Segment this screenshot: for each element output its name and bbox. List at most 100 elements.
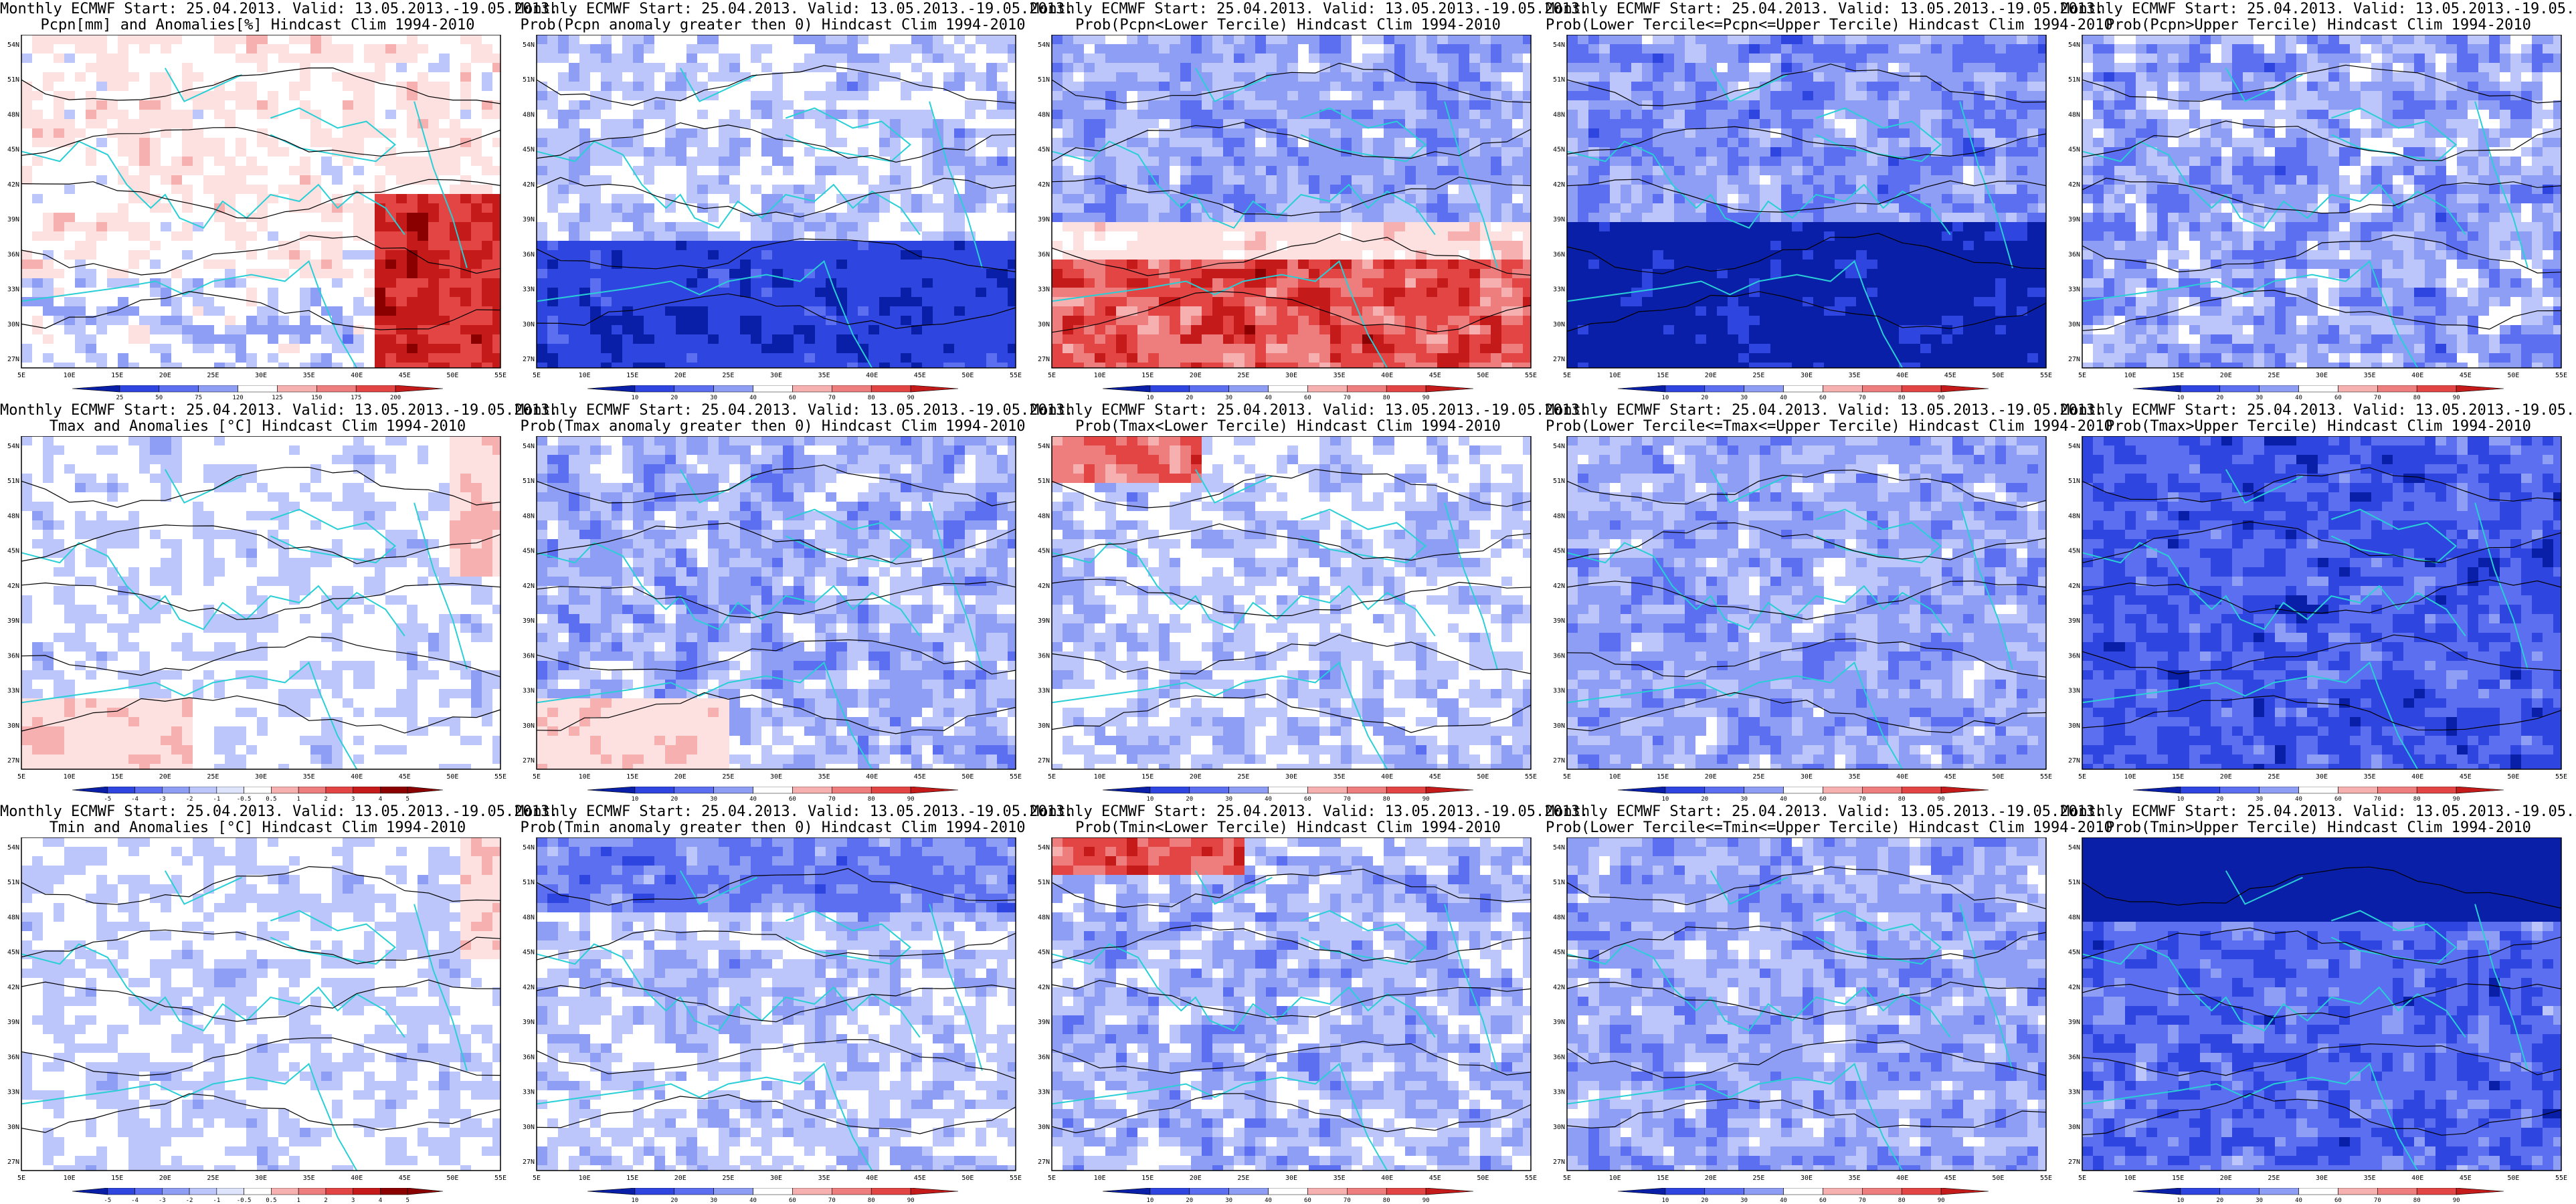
field-cell <box>300 157 310 166</box>
field-cell <box>182 91 193 100</box>
field-cell <box>1770 194 1781 203</box>
field-cell <box>482 54 492 63</box>
field-cell <box>64 297 75 306</box>
field-cell <box>1427 306 1437 316</box>
field-cell <box>1416 185 1427 194</box>
field-cell <box>428 316 439 325</box>
field-cell <box>1856 63 1867 72</box>
field-cell <box>1384 91 1394 100</box>
field-cell <box>1867 138 1877 147</box>
field-cell <box>1352 250 1362 260</box>
field-cell <box>740 316 751 325</box>
field-cell <box>1501 241 1512 250</box>
field-cell <box>847 166 858 175</box>
field-cell <box>1523 82 1531 91</box>
field-cell <box>2017 166 2027 175</box>
field-cell <box>1448 231 1459 241</box>
field-cell <box>225 325 236 334</box>
field-cell <box>118 128 128 138</box>
field-cell <box>1856 185 1867 194</box>
field-cell <box>450 185 460 194</box>
field-cell <box>719 316 729 325</box>
field-cell <box>1469 138 1480 147</box>
field-cell <box>622 82 633 91</box>
field-cell <box>1170 147 1180 157</box>
field-cell <box>1416 278 1427 288</box>
field-cell <box>879 203 890 213</box>
field-cell <box>428 260 439 269</box>
field-cell <box>321 250 332 260</box>
field-cell <box>1073 35 1084 44</box>
field-cell <box>1824 157 1835 166</box>
field-cell <box>1073 128 1084 138</box>
field-cell <box>1448 63 1459 72</box>
field-cell <box>1512 260 1523 269</box>
field-cell <box>75 260 86 269</box>
field-cell <box>1277 82 1287 91</box>
field-cell <box>569 138 579 147</box>
field-cell <box>203 325 214 334</box>
field-cell <box>1137 147 1148 157</box>
lon-tick-label: 5E <box>533 372 541 379</box>
coastline <box>1444 101 1498 268</box>
field-cell <box>590 194 601 203</box>
field-cell <box>676 363 686 368</box>
field-cell <box>719 297 729 306</box>
field-cell <box>922 110 933 119</box>
field-cell <box>708 35 719 44</box>
field-cell <box>558 260 569 269</box>
field-cell <box>1963 100 1974 110</box>
field-cell <box>1427 344 1437 353</box>
field-cell <box>236 278 246 288</box>
field-cell <box>1770 119 1781 128</box>
field-cell <box>1223 119 1234 128</box>
field-cell <box>815 213 826 222</box>
field-cell <box>1480 166 1491 175</box>
field-cell <box>1116 157 1127 166</box>
field-cell <box>1674 241 1685 250</box>
field-cell <box>1159 334 1170 344</box>
field-cell <box>1501 306 1512 316</box>
field-cell <box>460 147 471 157</box>
field-cell <box>569 288 579 297</box>
field-cell <box>1501 44 1512 54</box>
field-cell <box>1469 363 1480 368</box>
field-cell <box>590 185 601 194</box>
field-cell <box>21 278 32 288</box>
field-cell <box>246 325 257 334</box>
lat-tick-label: 42N <box>523 181 535 189</box>
field-cell <box>1738 260 1749 269</box>
field-cell <box>471 185 482 194</box>
field-cell <box>1877 72 1888 82</box>
field-cell <box>1674 119 1685 128</box>
field-cell <box>2006 91 2017 100</box>
field-cell <box>300 185 310 194</box>
field-cell <box>1501 147 1512 157</box>
field-cell <box>1974 82 1985 91</box>
field-cell <box>986 110 997 119</box>
field-cell <box>1052 166 1063 175</box>
field-cell <box>1084 110 1095 119</box>
field-cell <box>772 316 783 325</box>
field-cell <box>492 231 500 241</box>
field-cell <box>1309 334 1319 344</box>
field-cell <box>1277 222 1287 231</box>
field-cell <box>418 194 428 203</box>
field-cell <box>1717 110 1728 119</box>
field-cell <box>1501 344 1512 353</box>
field-cell <box>1781 44 1792 54</box>
field-cell <box>1931 110 1942 119</box>
field-cell <box>1287 185 1298 194</box>
field-cell <box>375 344 385 353</box>
field-cell <box>804 334 815 344</box>
field-cell <box>1888 138 1899 147</box>
field-cell <box>482 269 492 278</box>
field-cell <box>1437 334 1448 344</box>
field-cell <box>1588 44 1599 54</box>
field-cell <box>418 241 428 250</box>
field-cell <box>1663 119 1674 128</box>
field-cell <box>1877 157 1888 166</box>
field-cell <box>1384 166 1394 175</box>
field-cell <box>43 222 54 231</box>
field-cell <box>1287 316 1298 325</box>
